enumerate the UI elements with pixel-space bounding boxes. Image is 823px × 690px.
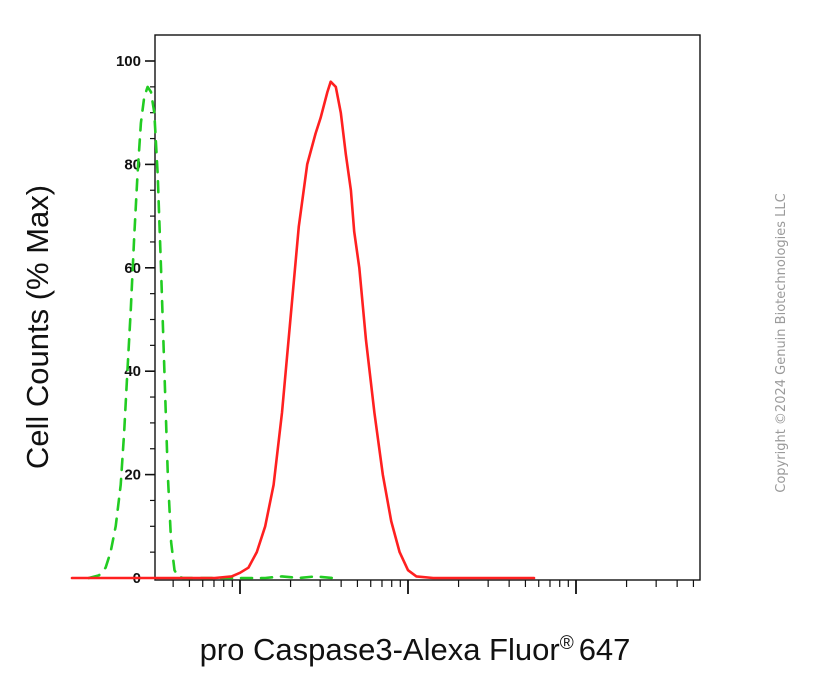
y-axis-title: Cell Counts (% Max) [20, 185, 55, 469]
copyright-watermark: Copyright ©2024 Genuin Biotechnologies L… [774, 193, 789, 492]
histogram-series [70, 80, 536, 580]
x-axis-title-main: pro Caspase3-Alexa Fluor [200, 632, 560, 667]
x-axis-title: pro Caspase3-Alexa Fluor® 647 [200, 632, 631, 667]
y-tick-label: 100 [116, 53, 141, 70]
plot-frame [154, 34, 701, 581]
x-axis-title-suffix: 647 [579, 632, 631, 667]
x-axis-ticks [172, 580, 695, 594]
series-line-solid [70, 80, 536, 580]
x-axis-title-registered-mark: ® [560, 633, 574, 654]
y-axis-ticks [145, 60, 155, 579]
y-tick-label: 20 [124, 467, 141, 484]
